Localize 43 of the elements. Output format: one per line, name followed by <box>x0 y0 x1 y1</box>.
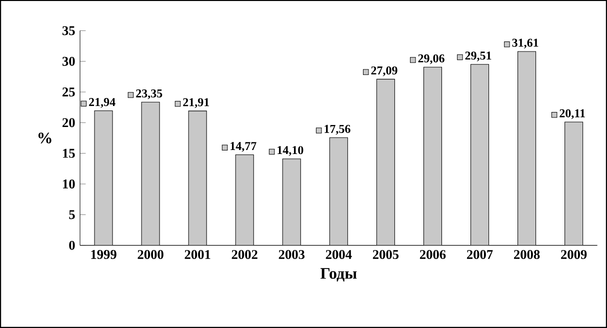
bar <box>329 137 348 246</box>
y-tick-label: 15 <box>63 148 75 158</box>
y-tick-label: 35 <box>62 26 75 36</box>
data-label: 17,56 <box>324 124 350 135</box>
y-tick-label: 30 <box>62 56 75 66</box>
bar <box>94 110 113 246</box>
y-axis-title: % <box>38 132 52 144</box>
x-tick-label: 2003 <box>278 250 305 260</box>
x-tick-label: 2006 <box>420 250 446 260</box>
x-tick-label: 2008 <box>514 250 540 260</box>
data-label: 14,77 <box>230 142 256 152</box>
x-tick-label: 2000 <box>138 250 164 260</box>
data-label: 29,06 <box>418 54 444 64</box>
y-tick-label: 25 <box>62 88 75 96</box>
x-tick-label: 2004 <box>326 250 352 260</box>
data-label: 21,94 <box>89 98 116 108</box>
x-axis-title: Годы <box>320 268 357 282</box>
bar <box>188 110 207 246</box>
bar <box>564 122 584 246</box>
y-tick-label: 10 <box>63 179 75 188</box>
data-label: 20,11 <box>560 109 585 120</box>
data-label: 27,09 <box>371 66 398 76</box>
y-tick-label: 5 <box>69 210 75 220</box>
x-tick-label: 2007 <box>466 250 493 260</box>
y-tick-label: 20 <box>62 118 75 128</box>
data-label: 14,10 <box>278 146 304 156</box>
bar <box>282 158 301 246</box>
x-tick-label: 2001 <box>184 250 210 260</box>
x-tick-label: 2005 <box>372 250 399 260</box>
bar <box>423 66 442 246</box>
bar <box>376 78 395 246</box>
x-tick-label: 2009 <box>561 250 587 260</box>
bar <box>518 51 536 246</box>
bar <box>470 64 490 246</box>
bar <box>141 102 160 246</box>
bar <box>235 154 254 246</box>
y-tick-label: 0 <box>69 240 75 250</box>
x-tick-label: 1999 <box>91 250 116 259</box>
x-tick-label: 2002 <box>232 250 258 260</box>
data-label: 23,35 <box>136 89 162 100</box>
data-label: 31,61 <box>512 38 538 49</box>
data-label: 21,91 <box>183 98 209 108</box>
data-label: 29,51 <box>465 52 492 62</box>
